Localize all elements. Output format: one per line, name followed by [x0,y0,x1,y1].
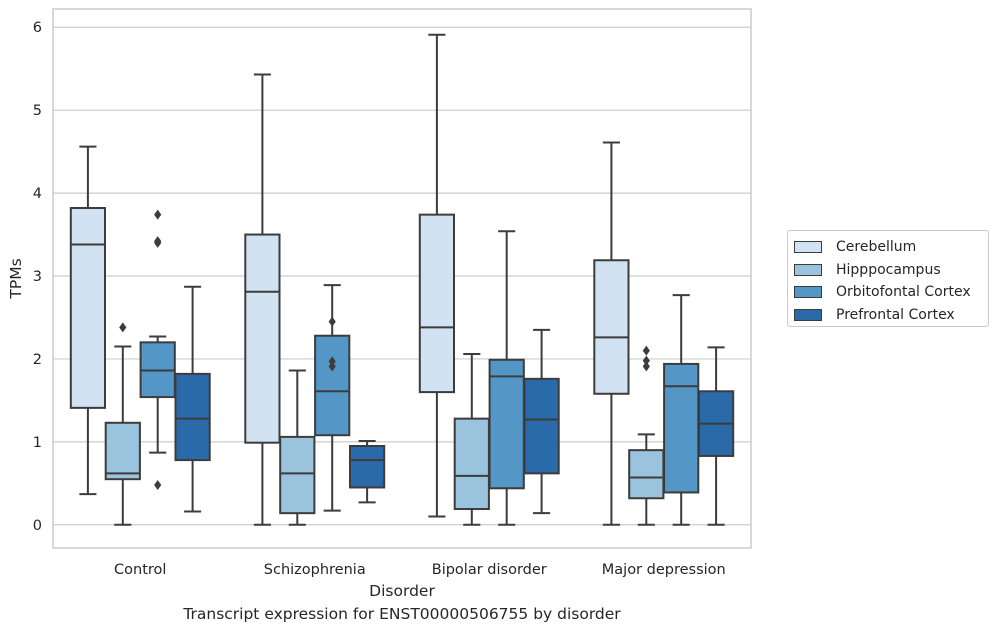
legend-item: Cerebellum [794,236,988,259]
legend-swatch [794,241,822,254]
box [663,362,700,494]
x-axis-label: Disorder [369,582,435,600]
legend: Cerebellum Hipppocampus Orbitofontal Corte… [787,230,989,327]
y-tick-label: 2 [33,352,42,368]
box [104,421,141,481]
box [488,358,525,490]
y-tick-label: 5 [33,103,42,119]
outlier-point [154,479,162,490]
x-tick-label: Schizophrenia [264,562,366,578]
x-tick-label: Major depression [602,562,726,578]
outlier-point [328,316,336,327]
legend-item: Prefrontal Cortex [794,304,988,327]
box [314,334,351,437]
legend-label: Orbitofontal Cortex [836,284,971,301]
legend-item: Orbitofontal Cortex [794,281,988,304]
box [593,259,630,395]
legend-label: Cerebellum [836,239,917,256]
box [523,377,560,475]
box [69,207,107,409]
legend-item: Hipppocampus [794,259,988,282]
legend-swatch [794,263,822,276]
y-tick-label: 3 [33,269,42,285]
figure-caption: Transcript expression for ENST0000050675… [183,605,621,623]
y-tick-label: 4 [33,186,42,202]
outlier-point [119,322,127,333]
x-tick-label: Bipolar disorder [432,562,547,578]
legend-label: Prefrontal Cortex [836,306,955,323]
x-tick-label: Control [114,562,166,578]
box [279,435,316,515]
legend-swatch [794,308,822,321]
outlier-point [328,356,336,367]
box [348,445,386,489]
y-tick-label: 1 [33,435,42,451]
outlier-point [154,236,162,247]
box [244,233,281,444]
box [174,372,211,462]
outlier-point [154,209,162,220]
plot-frame [52,8,752,549]
outlier-point [642,361,650,372]
box [418,213,456,394]
y-tick-label: 6 [33,20,42,36]
legend-label: Hipppocampus [836,261,941,278]
y-tick-label: 0 [33,518,42,534]
legend-swatch [794,286,822,299]
y-axis-label: TPMs [7,258,25,299]
outlier-point [642,355,650,366]
box [453,417,490,511]
box [628,449,665,500]
outlier-point [642,345,650,356]
